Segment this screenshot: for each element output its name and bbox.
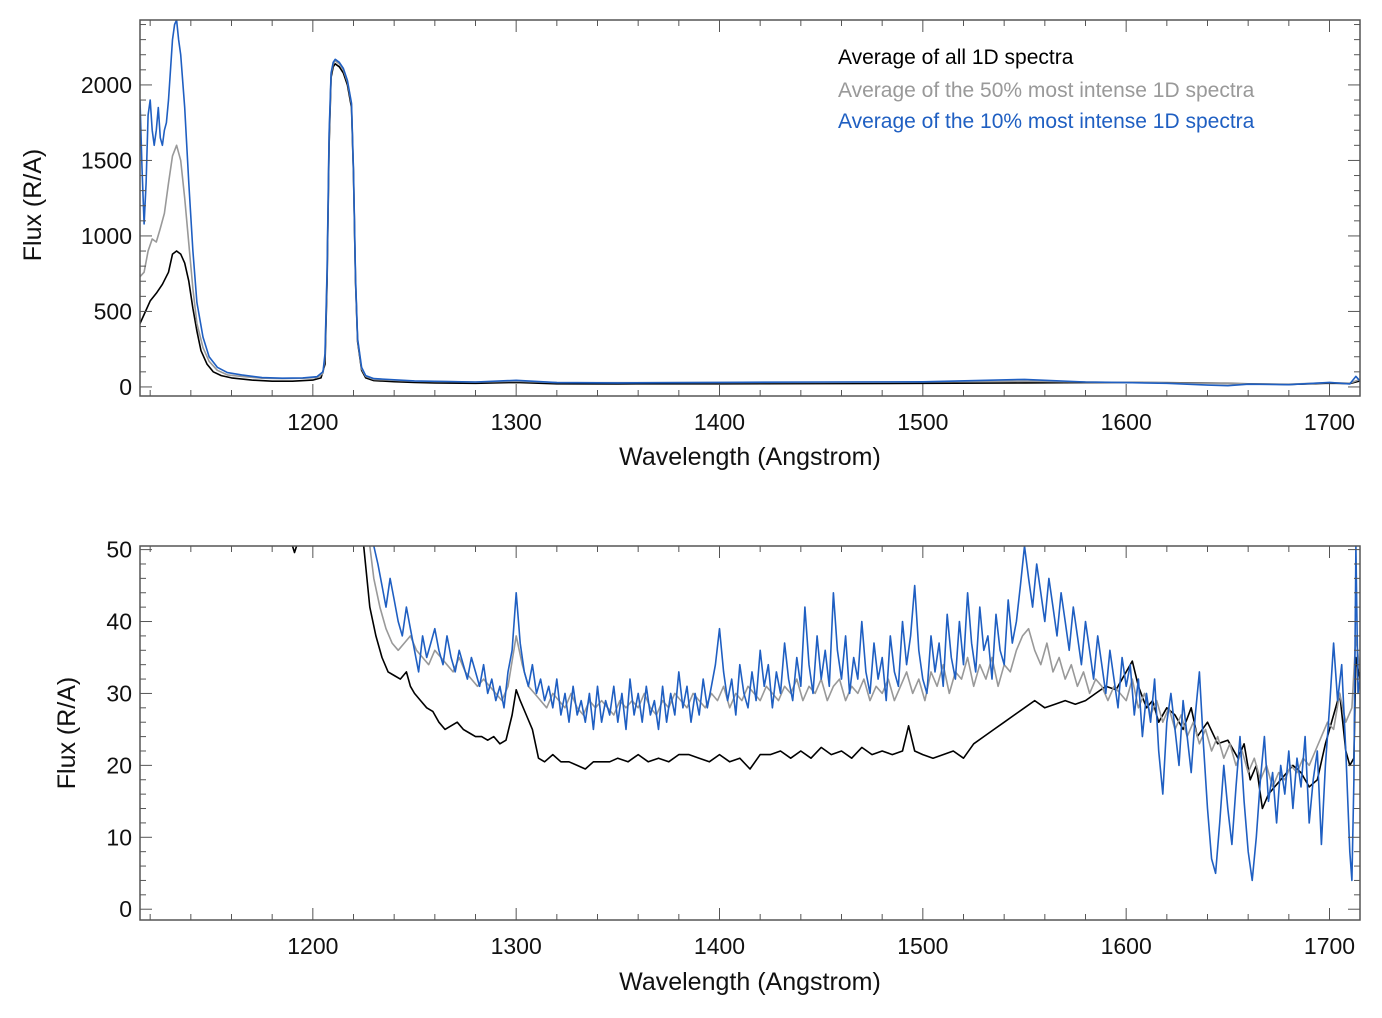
- bottom-y-tick-label: 10: [106, 824, 132, 850]
- top-series-line-all: [140, 63, 1360, 386]
- top-axes: 1200 1300 1400 1500 1600 1700 0 500 1000 1500 2000: [81, 19, 1361, 435]
- bottom-series-line-50pct: [369, 546, 1360, 788]
- bottom-x-tick-label: 1700: [1304, 933, 1355, 959]
- top-series-line-10pct: [140, 20, 1360, 387]
- bottom-x-tick-label: 1200: [287, 933, 338, 959]
- bottom-x-tick-label: 1400: [694, 933, 745, 959]
- bottom-x-tick-label: 1500: [897, 933, 948, 959]
- bottom-y-tick-label: 50: [106, 537, 132, 563]
- bottom-axes: 1200 1300 1400 1500 1600 1700 0 10 20 30 40 50: [106, 537, 1361, 959]
- top-x-tick-label: 1300: [491, 409, 542, 435]
- top-y-tick-label: 500: [94, 298, 132, 324]
- bottom-y-tick-label: 0: [119, 896, 132, 922]
- top-x-axis-label: Wavelength (Angstrom): [619, 443, 881, 471]
- top-plot-frame: [139, 19, 1361, 397]
- bottom-y-axis-label: Flux (R/A): [53, 677, 81, 790]
- top-y-axis-label: Flux (R/A): [19, 149, 47, 262]
- legend-entry-50: Average of the 50% most intense 1D spect…: [838, 79, 1255, 102]
- bottom-panel: 1200 1300 1400 1500 1600 1700 0 10 20 30 40 50 Wave…: [53, 537, 1361, 996]
- bottom-x-axis-label: Wavelength (Angstrom): [619, 968, 881, 996]
- bottom-plot-frame: [139, 545, 1361, 921]
- legend: Average of all 1D spectra Average of the…: [838, 46, 1255, 133]
- top-y-tick-label: 1500: [81, 147, 132, 173]
- bottom-y-tick-label: 30: [106, 680, 132, 706]
- bottom-x-tick-label: 1600: [1101, 933, 1152, 959]
- legend-entry-10: Average of the 10% most intense 1D spect…: [838, 110, 1255, 133]
- bottom-y-tick-label: 20: [106, 752, 132, 778]
- top-x-tick-label: 1400: [694, 409, 745, 435]
- legend-entry-all: Average of all 1D spectra: [838, 46, 1074, 69]
- bottom-plot-area: [291, 546, 1360, 882]
- top-y-tick-label: 0: [119, 374, 132, 400]
- bottom-series-line-10pct: [373, 546, 1360, 882]
- top-x-tick-label: 1500: [897, 409, 948, 435]
- bottom-x-tick-label: 1300: [491, 933, 542, 959]
- top-x-tick-label: 1700: [1304, 409, 1355, 435]
- top-y-tick-label: 1000: [81, 223, 132, 249]
- top-plot-area: [140, 20, 1360, 387]
- top-x-tick-label: 1200: [287, 409, 338, 435]
- bottom-y-tick-label: 40: [106, 609, 132, 635]
- top-panel: 1200 1300 1400 1500 1600 1700 0 500 1000 1500 2000…: [19, 19, 1361, 471]
- top-x-tick-label: 1600: [1101, 409, 1152, 435]
- top-y-tick-label: 2000: [81, 72, 132, 98]
